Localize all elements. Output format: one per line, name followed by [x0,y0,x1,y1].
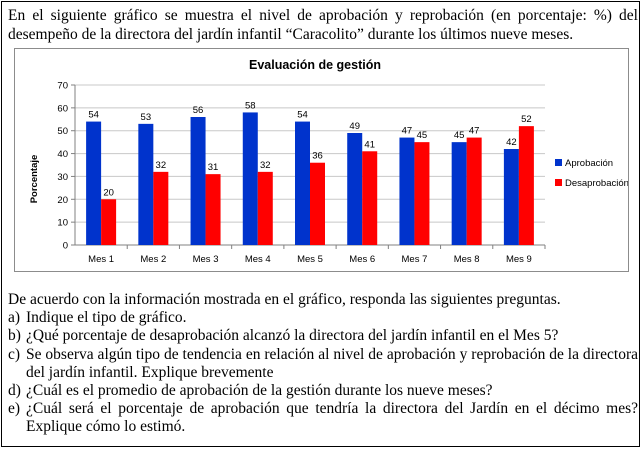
question-item: a) Indique el tipo de gráfico. [8,309,638,327]
bar [101,199,117,245]
x-tick-label: Mes 2 [140,254,166,265]
legend-label: Aprobación [565,158,613,169]
data-label: 36 [312,151,323,162]
legend: Aprobación Desaprobación [555,158,628,189]
data-label: 52 [521,114,532,125]
y-tick-label: 20 [57,195,68,206]
data-labels: 54 20 53 32 56 31 58 32 54 36 49 41 47 45 45 47 42 52 [88,100,531,198]
y-tick-label: 70 [57,81,68,92]
question-text: ¿Cuál es el promedio de aprobación de la… [26,382,493,400]
questions-section: De acuerdo con la información mostrada e… [8,291,638,437]
data-label: 54 [88,110,99,121]
question-letter: b) [8,327,21,345]
bar [347,133,363,245]
bar [518,126,534,245]
bar [399,137,415,245]
data-label: 47 [402,126,413,137]
bar [205,174,221,245]
x-tick-label: Mes 9 [506,254,532,265]
data-label: 54 [297,110,308,121]
question-text: Se observa algún tipo de tendencia en re… [26,345,638,381]
bar [451,142,467,245]
bar [503,149,519,245]
bar [295,121,310,245]
question-letter: d) [8,382,21,400]
data-label: 45 [417,130,428,141]
data-label: 45 [454,130,465,141]
question-item: c) Se observa algún tipo de tendencia en … [8,346,638,382]
question-letter: a) [8,309,21,327]
questions-lead: De acuerdo con la información mostrada e… [8,291,561,308]
bar [310,162,325,245]
bars [86,112,534,245]
legend-label: Desaprobación [565,178,628,189]
bar [242,112,258,245]
data-label: 32 [156,160,167,171]
y-tick-label: 50 [57,126,68,137]
question-letter: c) [8,345,21,363]
x-tick-label: Mes 5 [297,254,323,265]
y-tick-label: 30 [57,172,68,183]
x-tick-label: Mes 6 [349,254,375,265]
y-tick-label: 10 [57,218,68,229]
bar [257,171,273,245]
bar [190,117,206,245]
question-text: ¿Qué porcentaje de desaprobación alcanzó… [26,327,559,345]
y-tick-label: 60 [57,103,68,114]
x-tick-label: Mes 4 [245,254,271,265]
data-label: 53 [141,112,152,123]
data-label: 42 [506,137,517,148]
data-label: 47 [469,126,480,137]
data-label: 32 [260,160,271,171]
data-label: 20 [103,187,114,198]
bar [153,171,169,245]
bar [466,137,482,245]
bar [362,151,378,245]
x-axis-ticks: Mes 1 Mes 2 Mes 3 Mes 4 Mes 5 Mes 6 Mes 7 Mes 8… [88,254,532,265]
legend-swatch [555,159,562,166]
question-item: b) ¿Qué porcentaje de desaprobación alcan… [8,327,638,345]
question-item: d) ¿Cuál es el promedio de aprobación de … [8,382,638,400]
y-tick-label: 40 [57,149,68,160]
questions-list: a) Indique el tipo de gráfico. b) ¿Qué porc… [8,309,638,436]
data-label: 41 [364,139,375,150]
bar-chart: Evaluación de gestión 0 10 20 30 40 50 60 70 54… [29,58,628,265]
y-axis-label: Porcentaje [29,155,40,204]
x-tick-label: Mes 3 [193,254,219,265]
intro-paragraph: En el siguiente gráfico se muestra el ni… [8,7,638,43]
bar [86,121,102,245]
question-item: e) ¿Cuál será el porcentaje de aprobación… [8,400,638,436]
data-label: 56 [193,105,204,116]
x-tick-label: Mes 1 [88,254,114,265]
x-tick-label: Mes 8 [454,254,480,265]
bar [414,142,430,245]
question-letter: e) [8,400,21,418]
data-label: 49 [349,121,360,132]
chart-title: Evaluación de gestión [249,58,381,72]
x-tick-label: Mes 7 [402,254,428,265]
question-text: ¿Cuál será el porcentaje de aprobación q… [26,400,638,436]
question-text: Indique el tipo de gráfico. [26,309,187,327]
data-label: 58 [245,100,256,111]
chart-container: Evaluación de gestión 0 10 20 30 40 50 60 70 54… [14,48,629,272]
bar [138,123,154,245]
y-tick-label: 0 [63,241,68,252]
y-axis-ticks: 0 10 20 30 40 50 60 70 [57,81,68,252]
legend-swatch [555,179,562,186]
data-label: 31 [208,162,219,173]
